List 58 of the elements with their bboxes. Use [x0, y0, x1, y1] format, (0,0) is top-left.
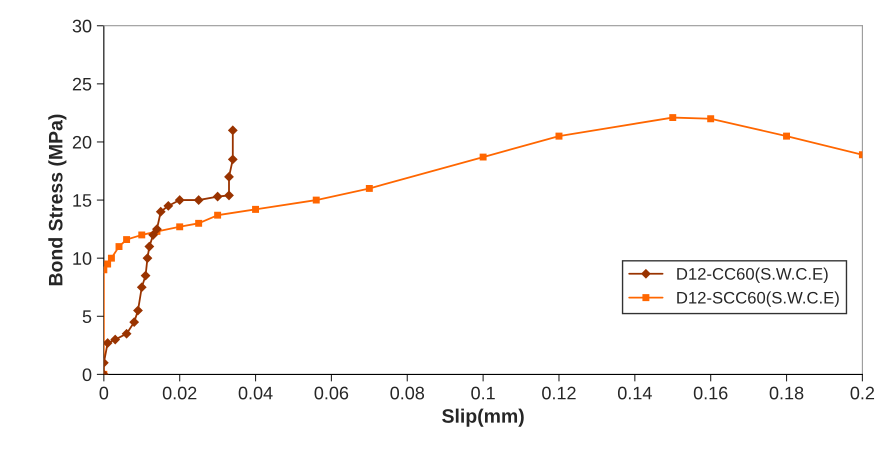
point [140, 270, 150, 280]
point [707, 115, 714, 122]
point [142, 254, 152, 263]
point [195, 220, 202, 227]
y-axis-title: Bond Stress (MPa) [48, 114, 66, 286]
x-tick-label: 0.16 [694, 386, 728, 400]
x-tick-label: 0.06 [314, 386, 348, 400]
point [194, 195, 204, 205]
point [164, 201, 173, 211]
point [137, 282, 146, 292]
point [312, 196, 320, 204]
x-tick-label: 0.14 [618, 386, 652, 400]
point [148, 230, 158, 240]
point [108, 254, 115, 262]
point [152, 224, 162, 234]
legend-label: D12-SCC60(S.W.C.E) [677, 291, 839, 307]
point [156, 207, 166, 216]
point [176, 223, 184, 230]
point [144, 242, 154, 252]
point [133, 306, 143, 316]
point [213, 192, 222, 202]
point [175, 195, 184, 205]
point [228, 154, 238, 164]
y-tick-label: 0 [82, 368, 92, 382]
point [224, 190, 234, 200]
y-tick-label: 15 [73, 194, 92, 207]
point [123, 236, 130, 244]
legend-label: D12-CC60(S.W.C.E) [677, 268, 828, 284]
point [783, 132, 790, 140]
point [138, 231, 146, 238]
y-tick-label: 10 [73, 252, 92, 265]
x-tick-label: 0.18 [770, 386, 804, 400]
point [228, 126, 238, 135]
x-tick-label: 0.1 [471, 386, 495, 400]
point [669, 114, 676, 122]
point [214, 212, 222, 219]
point [116, 243, 122, 250]
x-tick-label: 0.12 [542, 386, 576, 400]
point [104, 260, 112, 268]
x-tick-label: 0.02 [162, 386, 196, 400]
point [556, 132, 562, 140]
x-tick-label: 0.04 [238, 386, 273, 400]
point [110, 334, 120, 344]
point [252, 206, 260, 213]
y-tick-label: 5 [82, 310, 92, 324]
point [480, 154, 487, 161]
point [122, 329, 132, 338]
x-tick-label: 0 [100, 386, 108, 400]
y-tick-label: 20 [72, 136, 92, 149]
point [366, 184, 373, 192]
point [130, 317, 139, 327]
x-tick-label: 0.2 [850, 386, 874, 400]
x-tick-label: 0.08 [390, 386, 424, 400]
point [104, 338, 112, 348]
point [224, 172, 234, 182]
x-axis-title: Slip(mm) [442, 408, 524, 427]
y-tick-label: 25 [72, 78, 92, 91]
y-tick-label: 30 [72, 20, 92, 32]
